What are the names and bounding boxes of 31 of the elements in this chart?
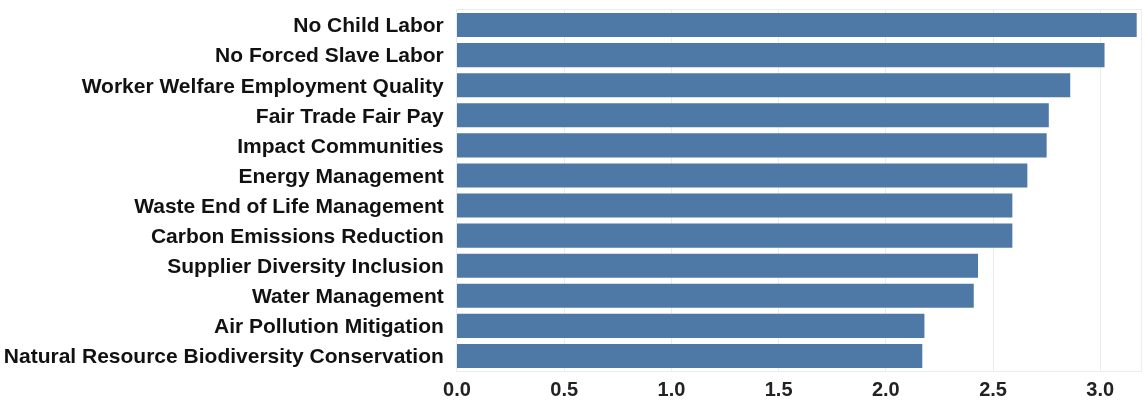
x-tick-label: 2.5	[979, 378, 1007, 400]
y-tick-label: No Child Labor	[293, 13, 444, 37]
bar	[457, 253, 979, 278]
x-tick-label: 2.0	[871, 378, 900, 400]
y-tick-label: Impact Communities	[237, 133, 444, 157]
x-tick-label: 0.5	[550, 378, 579, 400]
x-tick-label: 1.0	[657, 378, 686, 400]
bar	[457, 103, 1049, 128]
bar	[457, 283, 974, 308]
y-tick-label: Fair Trade Fair Pay	[255, 103, 445, 127]
bar	[457, 13, 1137, 38]
y-tick-label: Air Pollution Mitigation	[213, 314, 444, 338]
y-tick-label: Waste End of Life Management	[134, 193, 444, 217]
y-tick-label: Energy Management	[238, 163, 444, 187]
y-tick-label: Worker Welfare Employment Quality	[81, 73, 445, 97]
y-tick-label: Supplier Diversity Inclusion	[167, 254, 444, 278]
bar	[457, 43, 1105, 68]
y-tick-label: Natural Resource Biodiversity Conservation	[3, 344, 444, 368]
bar	[457, 133, 1047, 158]
bar	[457, 343, 923, 368]
bar	[457, 193, 1013, 218]
x-tick-label: 3.0	[1086, 378, 1115, 400]
bar	[457, 313, 925, 338]
bar	[457, 223, 1013, 248]
bar	[457, 73, 1071, 98]
x-tick-label: 0.0	[443, 378, 471, 400]
bar	[457, 163, 1028, 188]
y-tick-label: Carbon Emissions Reduction	[150, 223, 444, 247]
y-tick-label: No Forced Slave Labor	[215, 43, 444, 67]
y-tick-label: Water Management	[252, 284, 444, 308]
x-tick-label: 1.5	[764, 378, 793, 400]
